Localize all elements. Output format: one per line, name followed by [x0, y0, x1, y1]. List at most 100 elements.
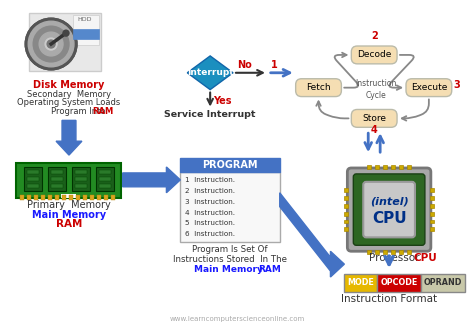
- Bar: [430, 227, 434, 232]
- Text: Service Interrupt: Service Interrupt: [164, 111, 256, 119]
- Bar: [407, 165, 411, 169]
- Bar: [24, 167, 42, 191]
- Bar: [99, 177, 111, 181]
- Bar: [345, 219, 348, 223]
- Bar: [430, 204, 434, 208]
- FancyBboxPatch shape: [363, 182, 415, 237]
- Text: Program Is Set Of: Program Is Set Of: [192, 245, 268, 254]
- Bar: [27, 170, 39, 174]
- Bar: [16, 163, 121, 198]
- Bar: [345, 188, 348, 192]
- Bar: [399, 250, 403, 254]
- Bar: [73, 29, 99, 39]
- Bar: [104, 195, 108, 200]
- Bar: [27, 195, 31, 200]
- Text: Processor: Processor: [369, 253, 419, 263]
- Bar: [345, 204, 348, 208]
- Text: RAM: RAM: [258, 265, 281, 274]
- Text: 1: 1: [272, 60, 278, 70]
- Bar: [345, 212, 348, 215]
- Bar: [421, 274, 465, 292]
- Bar: [391, 165, 395, 169]
- Bar: [83, 195, 87, 200]
- Bar: [69, 195, 73, 200]
- Polygon shape: [56, 120, 82, 155]
- Bar: [51, 170, 63, 174]
- Text: MODE: MODE: [347, 278, 374, 287]
- Text: 4  Instruction.: 4 Instruction.: [185, 210, 235, 215]
- Text: 1  Instruction.: 1 Instruction.: [185, 177, 235, 183]
- Bar: [96, 167, 114, 191]
- Bar: [34, 195, 38, 200]
- Bar: [345, 227, 348, 232]
- Text: www.learncomputerscienceonline.com: www.learncomputerscienceonline.com: [169, 316, 305, 322]
- Text: Main Memory: Main Memory: [193, 265, 263, 274]
- Circle shape: [47, 40, 55, 48]
- Bar: [62, 195, 66, 200]
- Text: 3: 3: [453, 80, 460, 90]
- Text: RAM: RAM: [92, 108, 113, 116]
- Bar: [51, 184, 63, 188]
- Bar: [27, 177, 39, 181]
- Bar: [430, 188, 434, 192]
- Bar: [345, 196, 348, 200]
- Bar: [430, 212, 434, 215]
- Circle shape: [39, 32, 63, 56]
- Text: Store: Store: [362, 114, 386, 123]
- Text: Yes: Yes: [213, 95, 232, 106]
- Bar: [407, 250, 411, 254]
- FancyBboxPatch shape: [296, 79, 341, 96]
- Bar: [180, 172, 280, 242]
- Text: PROGRAM: PROGRAM: [202, 160, 258, 170]
- FancyBboxPatch shape: [353, 174, 425, 245]
- Polygon shape: [187, 56, 233, 90]
- FancyBboxPatch shape: [406, 79, 452, 96]
- Polygon shape: [280, 193, 345, 277]
- Bar: [377, 274, 421, 292]
- Bar: [180, 158, 280, 172]
- Bar: [383, 165, 387, 169]
- Bar: [75, 170, 87, 174]
- Circle shape: [33, 26, 69, 62]
- Bar: [41, 195, 45, 200]
- Text: Main Memory: Main Memory: [32, 210, 106, 219]
- Bar: [75, 184, 87, 188]
- Text: OPRAND: OPRAND: [424, 278, 462, 287]
- Text: 3  Instruction.: 3 Instruction.: [185, 199, 235, 205]
- Text: Operating System Loads: Operating System Loads: [18, 98, 120, 108]
- FancyBboxPatch shape: [351, 46, 397, 64]
- Bar: [383, 250, 387, 254]
- Text: 2  Instruction.: 2 Instruction.: [185, 188, 235, 194]
- Bar: [399, 165, 403, 169]
- Bar: [48, 167, 66, 191]
- Bar: [61, 194, 76, 198]
- Text: Disk Memory: Disk Memory: [33, 80, 105, 90]
- Text: Instruction
Cycle: Instruction Cycle: [356, 79, 397, 100]
- Bar: [99, 170, 111, 174]
- Text: (intel): (intel): [370, 197, 409, 207]
- Bar: [99, 184, 111, 188]
- Text: 4: 4: [371, 125, 378, 135]
- Bar: [111, 195, 115, 200]
- Bar: [76, 195, 80, 200]
- Bar: [90, 195, 94, 200]
- Text: 5  Instruction.: 5 Instruction.: [185, 220, 235, 227]
- Text: OPCODE: OPCODE: [381, 278, 418, 287]
- Text: Program Into: Program Into: [51, 108, 106, 116]
- Bar: [73, 15, 99, 45]
- Text: Decode: Decode: [357, 51, 392, 59]
- Bar: [72, 167, 90, 191]
- Bar: [97, 195, 101, 200]
- Text: Execute: Execute: [410, 83, 447, 92]
- Text: HDD: HDD: [78, 17, 92, 22]
- Bar: [430, 219, 434, 223]
- Bar: [345, 274, 377, 292]
- Bar: [75, 177, 87, 181]
- Circle shape: [25, 18, 77, 70]
- Bar: [391, 250, 395, 254]
- Circle shape: [63, 30, 69, 36]
- Text: No: No: [237, 60, 252, 70]
- Text: Secondary  Memory: Secondary Memory: [27, 90, 111, 99]
- Text: Instructions Stored  In The: Instructions Stored In The: [173, 255, 287, 264]
- Bar: [20, 195, 24, 200]
